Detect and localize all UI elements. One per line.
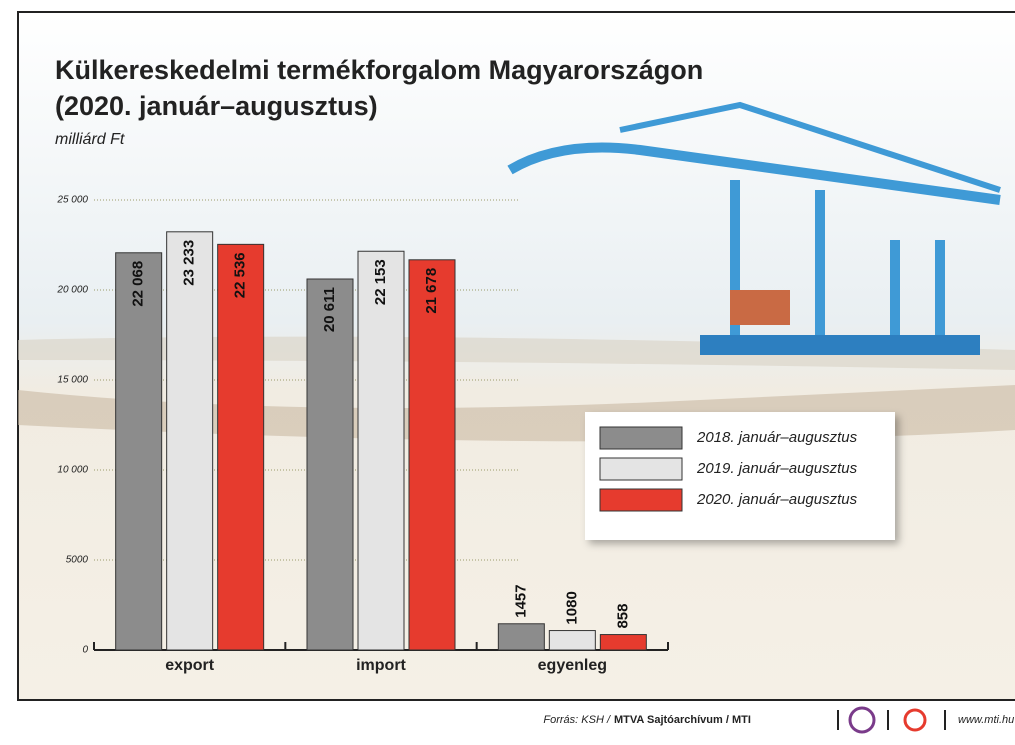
value-label: 1080 bbox=[563, 591, 580, 624]
bar bbox=[307, 279, 353, 650]
legend-swatch bbox=[600, 427, 682, 449]
legend-swatch bbox=[600, 489, 682, 511]
value-label: 23 233 bbox=[181, 240, 198, 286]
y-tick-label: 20 000 bbox=[56, 285, 88, 296]
chart-subtitle: (2020. január–augusztus) bbox=[55, 91, 378, 121]
value-label: 22 536 bbox=[232, 252, 249, 298]
bar bbox=[358, 251, 404, 650]
legend-swatch bbox=[600, 458, 682, 480]
x-tick-label: import bbox=[356, 657, 406, 674]
bar bbox=[167, 232, 213, 650]
bar bbox=[116, 253, 162, 650]
value-label: 22 153 bbox=[372, 259, 389, 305]
page: {"chart_data": {"type": "bar", "title": … bbox=[0, 0, 1015, 740]
value-label: 21 678 bbox=[423, 268, 440, 314]
legend-label: 2019. január–augusztus bbox=[696, 460, 858, 477]
bar bbox=[409, 260, 455, 650]
bar bbox=[549, 631, 595, 650]
value-label: 22 068 bbox=[130, 261, 147, 307]
logo bbox=[905, 710, 925, 730]
value-label: 858 bbox=[614, 604, 631, 629]
legend-label: 2018. január–augusztus bbox=[696, 429, 858, 446]
website: www.mti.hu bbox=[958, 714, 1014, 726]
y-tick-label: 25 000 bbox=[56, 195, 88, 206]
source-text: Forrás: KSH / bbox=[543, 714, 611, 726]
y-tick-label: 5000 bbox=[66, 555, 89, 566]
chart: Külkereskedelmi termékforgalom Magyarors… bbox=[0, 0, 1015, 740]
bar bbox=[218, 244, 264, 650]
bar bbox=[498, 624, 544, 650]
x-tick-label: export bbox=[165, 657, 215, 674]
bar bbox=[600, 635, 646, 650]
x-tick-label: egyenleg bbox=[538, 657, 607, 674]
y-tick-label: 15 000 bbox=[57, 375, 88, 386]
y-axis-label: milliárd Ft bbox=[55, 131, 125, 148]
y-tick-label: 10 000 bbox=[57, 465, 88, 476]
value-label: 1457 bbox=[512, 584, 529, 617]
logo bbox=[850, 708, 874, 732]
chart-title: Külkereskedelmi termékforgalom Magyarors… bbox=[55, 55, 703, 85]
legend-label: 2020. január–augusztus bbox=[696, 491, 858, 508]
y-tick-label: 0 bbox=[82, 645, 88, 656]
value-label: 20 611 bbox=[321, 287, 338, 332]
source-text: MTVA Sajtóarchívum / MTI bbox=[614, 714, 751, 726]
